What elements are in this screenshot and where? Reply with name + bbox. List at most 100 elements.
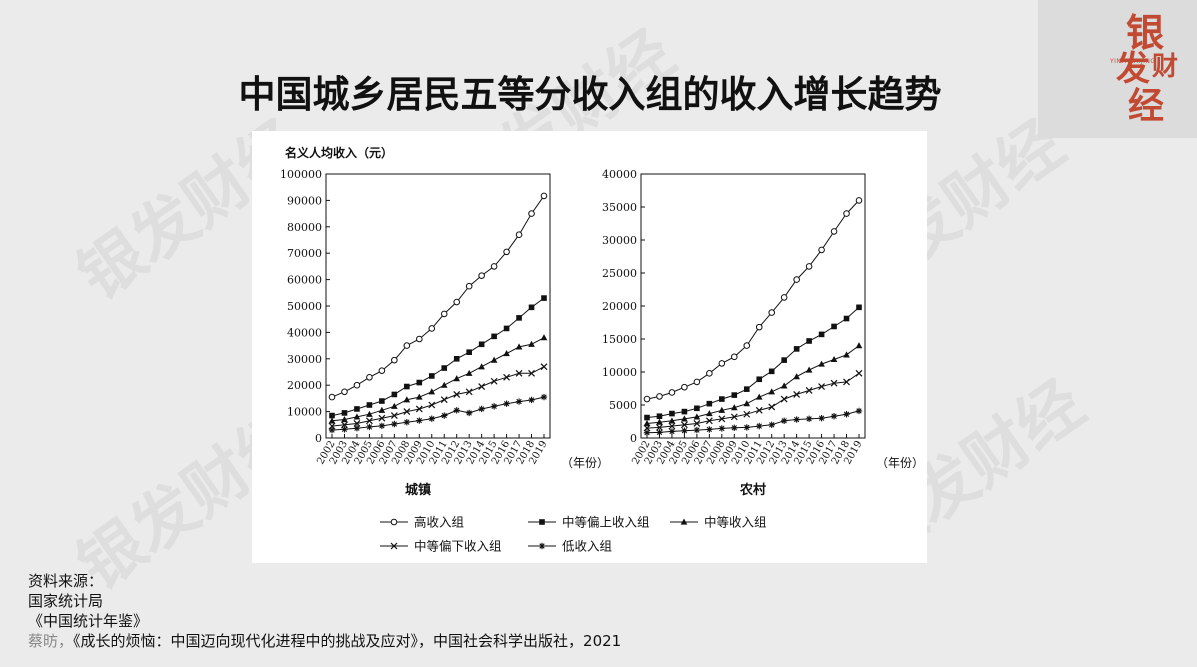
data-point bbox=[353, 420, 361, 427]
data-point-shape bbox=[416, 379, 423, 386]
data-point-shape bbox=[743, 410, 751, 418]
data-point bbox=[528, 304, 535, 311]
data-point-shape bbox=[341, 410, 348, 416]
legend-marker bbox=[538, 542, 546, 550]
data-point-shape bbox=[478, 405, 485, 413]
y-tick-label: 35000 bbox=[602, 201, 637, 214]
data-point bbox=[453, 407, 460, 414]
data-point bbox=[390, 412, 398, 419]
data-point bbox=[415, 405, 423, 413]
panel-title: 农村 bbox=[739, 482, 766, 498]
data-point-shape bbox=[478, 341, 485, 348]
data-point bbox=[818, 360, 825, 367]
data-point-shape bbox=[328, 393, 336, 401]
legend-marker-shape bbox=[680, 518, 688, 525]
data-point-shape bbox=[818, 415, 825, 422]
legend-marker bbox=[390, 518, 398, 526]
series-line bbox=[646, 345, 860, 424]
data-point-shape bbox=[366, 410, 373, 417]
data-point-shape bbox=[805, 263, 813, 270]
data-point bbox=[441, 365, 448, 371]
data-point bbox=[818, 383, 826, 390]
data-point bbox=[366, 373, 373, 381]
data-point-shape bbox=[328, 417, 336, 424]
data-point-shape bbox=[490, 356, 498, 363]
data-point-shape bbox=[403, 418, 411, 426]
data-point-shape bbox=[528, 340, 535, 347]
data-point bbox=[693, 378, 701, 386]
data-point-shape bbox=[515, 343, 523, 350]
data-point bbox=[681, 427, 688, 434]
series-line bbox=[331, 297, 545, 417]
data-point-shape bbox=[780, 382, 788, 389]
data-point bbox=[415, 393, 423, 400]
data-point-shape bbox=[855, 407, 863, 415]
data-point-shape bbox=[731, 424, 738, 431]
data-point bbox=[843, 411, 850, 418]
data-point bbox=[366, 410, 373, 417]
data-point-shape bbox=[440, 310, 448, 318]
data-point-shape bbox=[768, 421, 775, 428]
data-point bbox=[680, 421, 688, 429]
data-point-shape bbox=[743, 424, 750, 431]
data-point-shape bbox=[540, 334, 548, 341]
data-point-shape bbox=[793, 346, 800, 352]
data-point bbox=[440, 310, 448, 318]
data-point-shape bbox=[478, 272, 485, 279]
data-point bbox=[793, 391, 801, 398]
data-point-shape bbox=[341, 416, 348, 423]
data-point bbox=[403, 418, 411, 426]
data-point bbox=[378, 414, 386, 422]
data-point bbox=[743, 342, 751, 349]
data-point bbox=[328, 426, 336, 434]
data-point bbox=[453, 391, 461, 398]
data-point-shape bbox=[465, 369, 473, 376]
data-point-shape bbox=[528, 210, 535, 217]
data-point bbox=[855, 369, 863, 377]
data-point-shape bbox=[843, 351, 850, 358]
data-point-shape bbox=[404, 383, 410, 390]
data-point bbox=[755, 323, 763, 331]
data-point-shape bbox=[719, 396, 725, 402]
data-point-shape bbox=[805, 366, 813, 373]
data-point bbox=[490, 377, 498, 385]
data-point bbox=[528, 369, 535, 377]
data-point bbox=[365, 417, 373, 425]
data-point-shape bbox=[656, 424, 663, 431]
data-point bbox=[731, 424, 738, 431]
data-point-shape bbox=[416, 417, 423, 424]
data-point-shape bbox=[768, 309, 776, 316]
data-point-shape bbox=[831, 323, 837, 330]
data-point bbox=[830, 228, 838, 235]
data-point-shape bbox=[856, 304, 862, 311]
chart-figure: 名义人均收入（元） 0 10000 20000 30000 40000 50000 60000… bbox=[252, 131, 927, 563]
data-point bbox=[743, 424, 750, 431]
data-point bbox=[528, 210, 535, 217]
logo-subtitle: YINFACAIJING bbox=[1110, 58, 1156, 65]
data-point bbox=[830, 379, 838, 387]
data-point bbox=[478, 405, 485, 413]
data-point-shape bbox=[403, 408, 411, 416]
data-point bbox=[843, 351, 850, 358]
data-point-shape bbox=[793, 373, 800, 380]
data-point bbox=[404, 383, 410, 390]
y-tick-label: 20000 bbox=[602, 300, 637, 313]
data-point bbox=[681, 383, 688, 391]
data-point-shape bbox=[490, 403, 498, 410]
data-point-shape bbox=[478, 363, 485, 370]
data-point bbox=[441, 412, 448, 419]
data-point-shape bbox=[428, 325, 436, 332]
legend-label: 中等收入组 bbox=[704, 515, 767, 530]
legend-label: 高收入组 bbox=[414, 515, 464, 530]
data-point bbox=[681, 408, 688, 415]
data-point-shape bbox=[478, 383, 486, 390]
data-point-shape bbox=[855, 197, 863, 204]
data-point bbox=[354, 406, 360, 412]
y-tick-label: 40000 bbox=[602, 168, 637, 181]
data-point bbox=[730, 404, 738, 411]
data-point bbox=[718, 406, 726, 413]
y-tick-label: 30000 bbox=[602, 234, 637, 247]
data-point bbox=[756, 422, 763, 430]
data-point bbox=[378, 422, 386, 430]
legend-marker bbox=[539, 519, 545, 525]
